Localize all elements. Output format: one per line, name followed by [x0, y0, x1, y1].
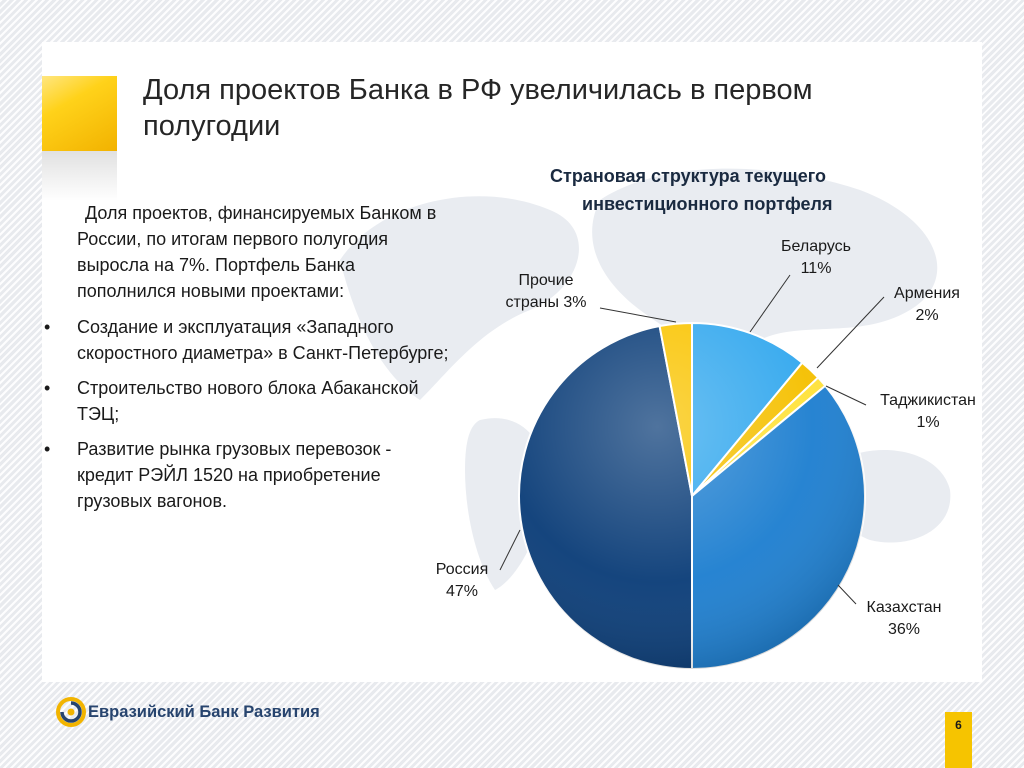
- bullet-text: Развитие рынка грузовых перевозок - кред…: [77, 439, 392, 511]
- accent-square: [42, 76, 117, 151]
- slice-label-line: Казахстан: [867, 599, 942, 616]
- slice-label-line: 36%: [888, 621, 920, 638]
- slice-label-line: Беларусь: [781, 238, 851, 255]
- slice-label: Казахстан 36%: [867, 599, 942, 638]
- body-text: Доля проектов, финансируемых Банком в Ро…: [40, 200, 450, 523]
- bullet-item: • Создание и эксплуатация «Западного скор…: [40, 314, 450, 366]
- bullet-text: Создание и эксплуатация «Западного скоро…: [77, 317, 449, 363]
- slice-label-line: 47%: [446, 583, 478, 600]
- slice-label: Прочие страны 3%: [505, 272, 586, 311]
- ebrd-spiral-logo-icon: [56, 697, 86, 727]
- page-title: Доля проектов Банка в РФ увеличилась в п…: [143, 74, 813, 142]
- bullet-list: • Создание и эксплуатация «Западного скор…: [40, 314, 450, 514]
- chart-title: Страновая структура текущего инвестицион…: [520, 162, 950, 218]
- chart-title-line: Страновая структура текущего: [550, 166, 826, 186]
- slice-leader-line: [749, 274, 791, 333]
- slice-leader-line: [499, 529, 521, 571]
- slice-label-line: Россия: [436, 561, 488, 578]
- slice-label: Армения 2%: [894, 285, 960, 324]
- slice-leader-line: [816, 296, 885, 369]
- slice-label: Россия 47%: [436, 561, 488, 600]
- bullet-item: • Строительство нового блока Абаканской Т…: [40, 375, 450, 427]
- slice-label: Таджикистан 1%: [880, 392, 976, 431]
- intro-paragraph: Доля проектов, финансируемых Банком в Ро…: [77, 203, 437, 301]
- bullet-dot-icon: •: [44, 317, 51, 337]
- chart-title-line: инвестиционного портфеля: [582, 194, 833, 214]
- slice-leader-line: [837, 584, 857, 605]
- page-number: 6: [945, 712, 972, 768]
- slice-label-line: Прочие: [518, 272, 573, 289]
- slice-label-line: Таджикистан: [880, 392, 976, 409]
- slice-label-line: Армения: [894, 285, 960, 302]
- slice-label-line: 11%: [801, 260, 832, 277]
- slice-leader-line: [825, 385, 867, 406]
- bullet-dot-icon: •: [44, 378, 51, 398]
- slice-label-line: страны 3%: [505, 294, 586, 311]
- bullet-dot-icon: •: [44, 439, 51, 459]
- logo-text: Евразийский Банк Развития: [88, 703, 320, 721]
- accent-square-reflection: [42, 151, 117, 201]
- slice-label-line: 2%: [915, 307, 938, 324]
- pie-slice: [517, 324, 693, 671]
- slice-label: Беларусь 11%: [781, 238, 851, 277]
- bullet-text: Строительство нового блока Абаканской ТЭ…: [77, 378, 419, 424]
- bullet-item: • Развитие рынка грузовых перевозок - кре…: [40, 436, 450, 514]
- slice-label-line: 1%: [916, 414, 939, 431]
- slice-leader-line: [599, 307, 677, 323]
